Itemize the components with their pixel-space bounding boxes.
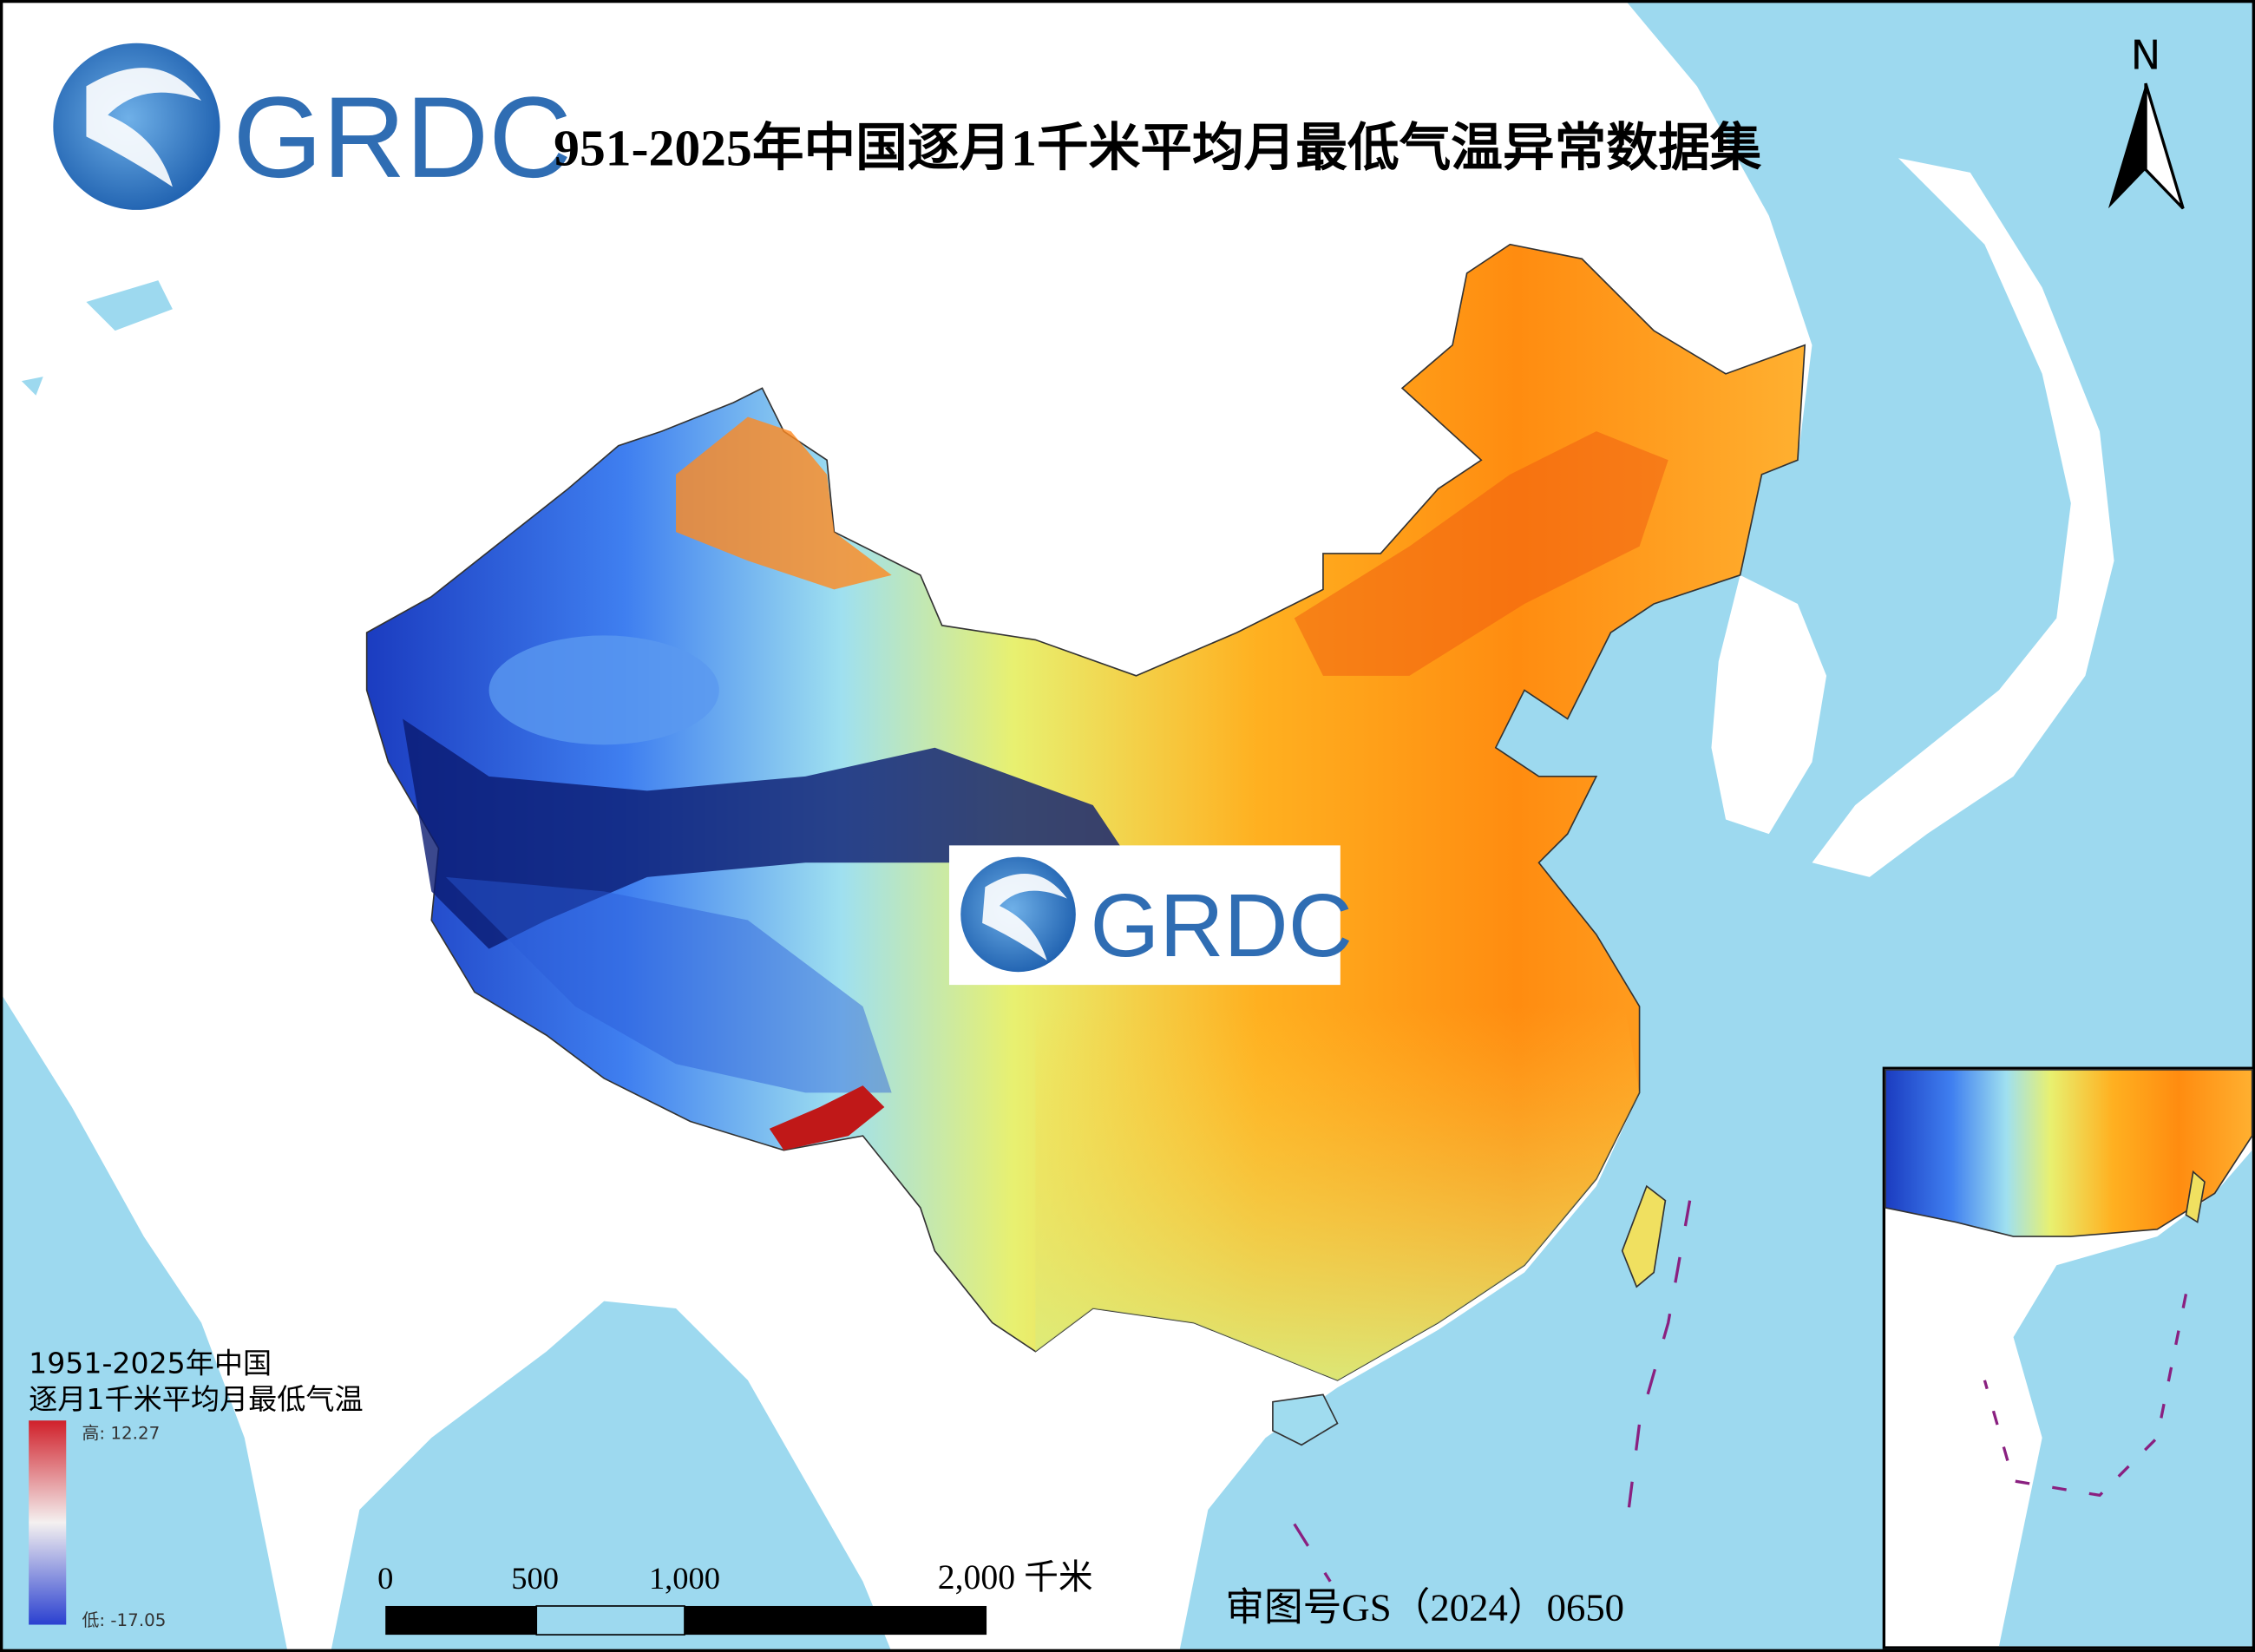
legend: 1951-2025年中国 逐月1千米平均月最低气温 高: 12.27 低: -1… bbox=[29, 1347, 364, 1630]
center-logo-text: GRDC bbox=[1090, 875, 1353, 975]
taiwan bbox=[1621, 1184, 1667, 1288]
scale-label: 0 bbox=[377, 1561, 393, 1596]
sea-west bbox=[21, 280, 173, 396]
north-label: N bbox=[2131, 32, 2161, 79]
logo-text: GRDC bbox=[233, 74, 572, 202]
scale-bar: 0 500 1,000 2,000 千米 bbox=[377, 1558, 1093, 1636]
title: 951-2025年中国逐月1千米平均月最低气温异常数据集 bbox=[554, 120, 1761, 177]
scale-label: 1,000 bbox=[649, 1561, 720, 1596]
legend-colorbar bbox=[29, 1420, 67, 1625]
north-warm bbox=[1294, 431, 1668, 676]
inset-map bbox=[1882, 1066, 2255, 1649]
inset-nine-dash bbox=[1983, 1294, 2188, 1498]
inset-china bbox=[1885, 1069, 2253, 1237]
sea-arabian bbox=[0, 992, 288, 1652]
scale-label: 2,000 千米 bbox=[938, 1558, 1093, 1596]
center-logo-swoosh bbox=[982, 874, 1067, 960]
hainan bbox=[1272, 1393, 1339, 1446]
inset-taiwan bbox=[2185, 1170, 2206, 1223]
north-arrow: N bbox=[2108, 32, 2185, 210]
plateau bbox=[445, 876, 892, 1093]
logo-swoosh bbox=[86, 68, 202, 187]
center-logo: GRDC bbox=[948, 845, 1353, 986]
scale-segment bbox=[385, 1605, 537, 1636]
land-korea bbox=[1711, 574, 1827, 835]
header-logo: GRDC bbox=[53, 43, 572, 210]
scale-segment bbox=[684, 1605, 987, 1636]
legend-title: 逐月1千米平均月最低气温 bbox=[29, 1382, 364, 1416]
land-japan bbox=[1812, 158, 2114, 877]
sea-bengal bbox=[331, 1301, 892, 1652]
legend-high: 高: 12.27 bbox=[82, 1424, 160, 1444]
inset-sea bbox=[1998, 1150, 2252, 1647]
scale-label: 500 bbox=[511, 1561, 559, 1596]
xinjiang-warm bbox=[676, 416, 892, 590]
scale-segment bbox=[535, 1605, 685, 1636]
legend-low: 低: -17.05 bbox=[82, 1610, 166, 1630]
himalaya-warm bbox=[769, 1085, 885, 1150]
approval-number: 审图号GS（2024）0650 bbox=[1225, 1586, 1624, 1629]
cold-band bbox=[403, 718, 1122, 949]
basin bbox=[488, 635, 719, 745]
nine-dash-line bbox=[1293, 1200, 1692, 1583]
north-arrow-right bbox=[2144, 82, 2185, 210]
legend-title: 1951-2025年中国 bbox=[29, 1347, 272, 1380]
north-arrow-left bbox=[2108, 83, 2147, 209]
south-china-tint bbox=[1035, 1006, 1640, 1380]
